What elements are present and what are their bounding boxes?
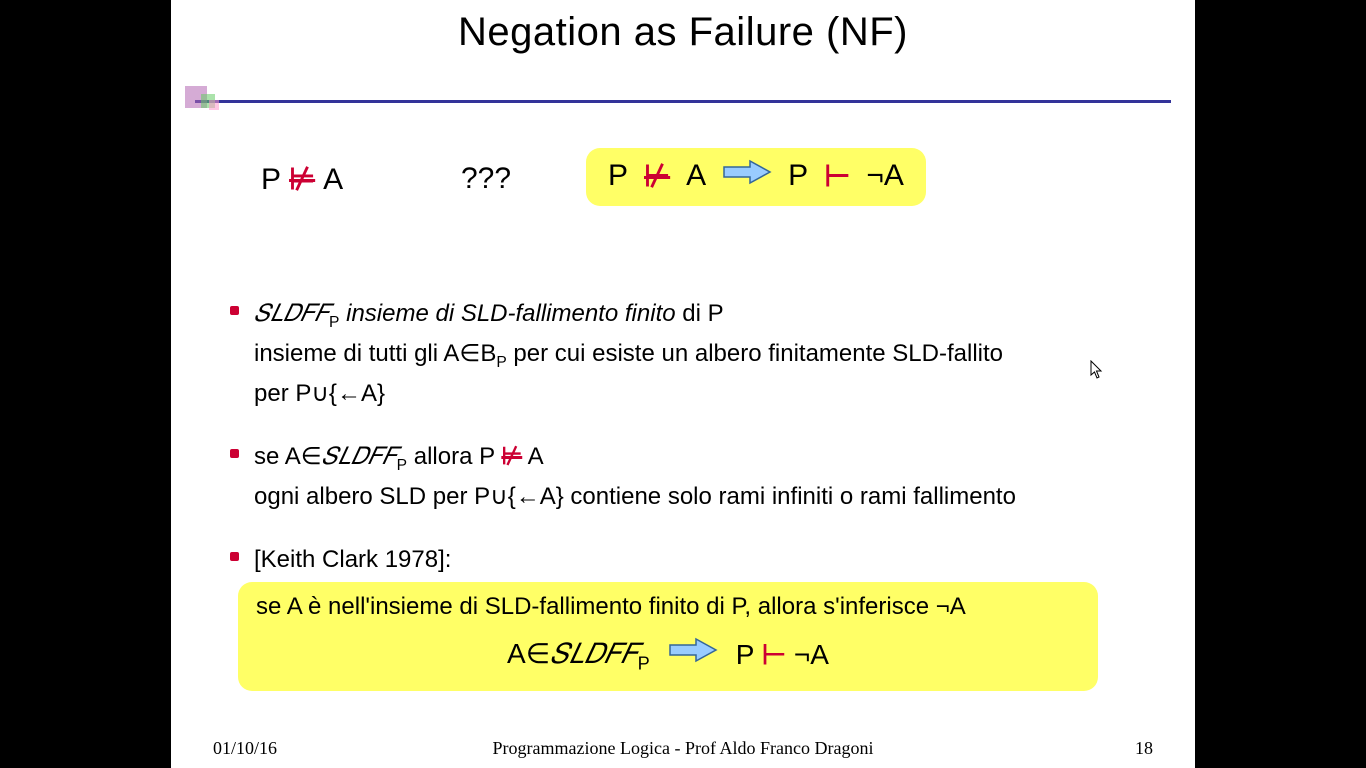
symbol-A: A	[686, 159, 706, 193]
highlight-box-implication: P ⊬ A P ⊢ ¬A	[586, 148, 926, 206]
highlight-box-clark: se A è nell'insieme di SLD-fallimento fi…	[238, 582, 1098, 691]
symbol-A: A	[323, 163, 343, 197]
text: insieme di tutti gli A∈B	[254, 340, 496, 367]
slide-content: P ⊭ A ??? P ⊬ A P ⊢ ¬A 𝑆𝐿𝐷	[226, 150, 1156, 717]
symbol-neg-A: ¬A	[794, 639, 829, 670]
symbol-proves: ⊢	[762, 639, 786, 670]
arrow-right-icon	[668, 633, 718, 676]
subscript-P: P	[329, 314, 339, 331]
symbol-P: P	[608, 159, 628, 193]
expression-right: P ⊢ ¬A	[736, 633, 829, 676]
bullet-2: se A∈𝑆𝐿𝐷𝐹𝐹P allora P ⊭ A ogni albero SLD…	[226, 438, 1156, 515]
symbol-not-proves: ⊬	[644, 159, 670, 194]
arrow-right-icon	[722, 158, 772, 194]
citation: [Keith Clark 1978]:	[254, 546, 451, 573]
subscript-P: P	[638, 653, 650, 673]
divider-line	[195, 100, 1171, 103]
symbol-not-models: ⊭	[289, 162, 315, 197]
title-divider	[195, 94, 1171, 116]
slide: Negation as Failure (NF) P ⊭ A ??? P ⊬ A	[171, 0, 1195, 768]
text-italic: insieme di SLD-fallimento finito	[346, 300, 675, 327]
text: se A∈	[254, 443, 322, 470]
symbol-neg-A: ¬A	[866, 159, 904, 193]
subscript-P: P	[397, 457, 407, 474]
expression-left: A∈𝑆𝐿𝐷𝐹𝐹P	[507, 632, 650, 678]
text: A	[522, 443, 543, 470]
bullet-1-line3: per P∪{←A}	[254, 375, 1156, 412]
slide-title: Negation as Failure (NF)	[171, 10, 1195, 55]
text: A∈	[507, 638, 550, 669]
expression-not-models: P ⊭ A	[261, 162, 343, 197]
text: per cui esiste un albero finitamente SLD…	[507, 340, 1003, 367]
text: allora P	[407, 443, 501, 470]
question-marks: ???	[461, 162, 511, 196]
bullet-1: 𝑆𝐿𝐷𝐹𝐹P insieme di SLD-fallimento finito …	[226, 295, 1156, 412]
footer-page-number: 18	[1135, 738, 1153, 759]
highlight-line1: se A è nell'insieme di SLD-fallimento fi…	[256, 588, 1080, 625]
symbol-P: P	[261, 163, 281, 197]
bullet-list: 𝑆𝐿𝐷𝐹𝐹P insieme di SLD-fallimento finito …	[226, 295, 1156, 691]
term-sldff: 𝑆𝐿𝐷𝐹𝐹	[322, 444, 397, 470]
highlight-line2: A∈𝑆𝐿𝐷𝐹𝐹P P ⊢ ¬A	[256, 632, 1080, 678]
symbol-proves: ⊢	[824, 159, 850, 194]
symbol-not-models: ⊭	[501, 443, 522, 470]
divider-square-icon	[209, 100, 219, 110]
footer-course: Programmazione Logica - Prof Aldo Franco…	[213, 738, 1153, 759]
expression-row: P ⊭ A ??? P ⊬ A P ⊢ ¬A	[226, 150, 1156, 230]
bullet-1-line2: insieme di tutti gli A∈BP per cui esiste…	[254, 335, 1156, 375]
symbol-P: P	[736, 639, 754, 670]
text: di P	[676, 300, 724, 327]
term-sldff: 𝑆𝐿𝐷𝐹𝐹	[550, 639, 638, 670]
symbol-P: P	[788, 159, 808, 193]
bullet-2-line2: ogni albero SLD per P∪{←A} contiene solo…	[254, 478, 1156, 515]
bullet-3: [Keith Clark 1978]: se A è nell'insieme …	[226, 541, 1156, 691]
term-sldff: 𝑆𝐿𝐷𝐹𝐹	[254, 301, 329, 327]
highlight-box-wrap: se A è nell'insieme di SLD-fallimento fi…	[238, 582, 1156, 691]
subscript-P: P	[496, 354, 506, 371]
